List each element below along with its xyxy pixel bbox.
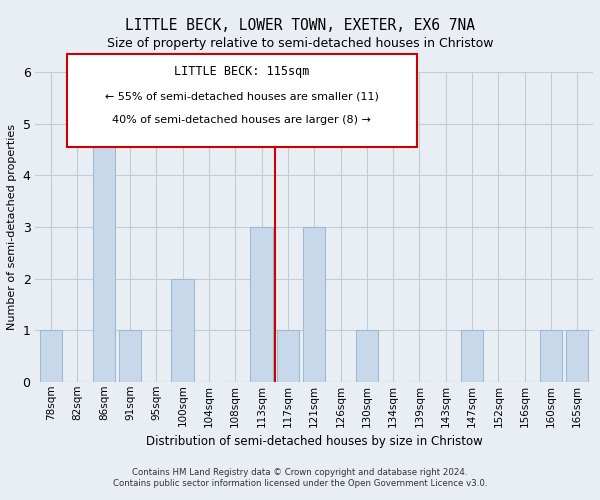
Text: ← 55% of semi-detached houses are smaller (11): ← 55% of semi-detached houses are smalle…	[105, 91, 379, 101]
Bar	[119, 330, 141, 382]
Bar	[40, 330, 62, 382]
X-axis label: Distribution of semi-detached houses by size in Christow: Distribution of semi-detached houses by …	[146, 435, 482, 448]
Text: Size of property relative to semi-detached houses in Christow: Size of property relative to semi-detach…	[107, 38, 493, 51]
Text: LITTLE BECK: 115sqm: LITTLE BECK: 115sqm	[174, 65, 310, 78]
Text: 40% of semi-detached houses are larger (8) →: 40% of semi-detached houses are larger (…	[112, 115, 371, 125]
Bar	[303, 227, 325, 382]
Y-axis label: Number of semi-detached properties: Number of semi-detached properties	[7, 124, 17, 330]
Bar	[92, 124, 115, 382]
Bar	[461, 330, 483, 382]
Bar	[566, 330, 589, 382]
Bar	[250, 227, 273, 382]
Bar	[277, 330, 299, 382]
Bar	[356, 330, 378, 382]
Text: Contains HM Land Registry data © Crown copyright and database right 2024.
Contai: Contains HM Land Registry data © Crown c…	[113, 468, 487, 487]
Text: LITTLE BECK, LOWER TOWN, EXETER, EX6 7NA: LITTLE BECK, LOWER TOWN, EXETER, EX6 7NA	[125, 18, 475, 32]
Bar	[172, 278, 194, 382]
FancyBboxPatch shape	[67, 54, 417, 147]
Bar	[540, 330, 562, 382]
